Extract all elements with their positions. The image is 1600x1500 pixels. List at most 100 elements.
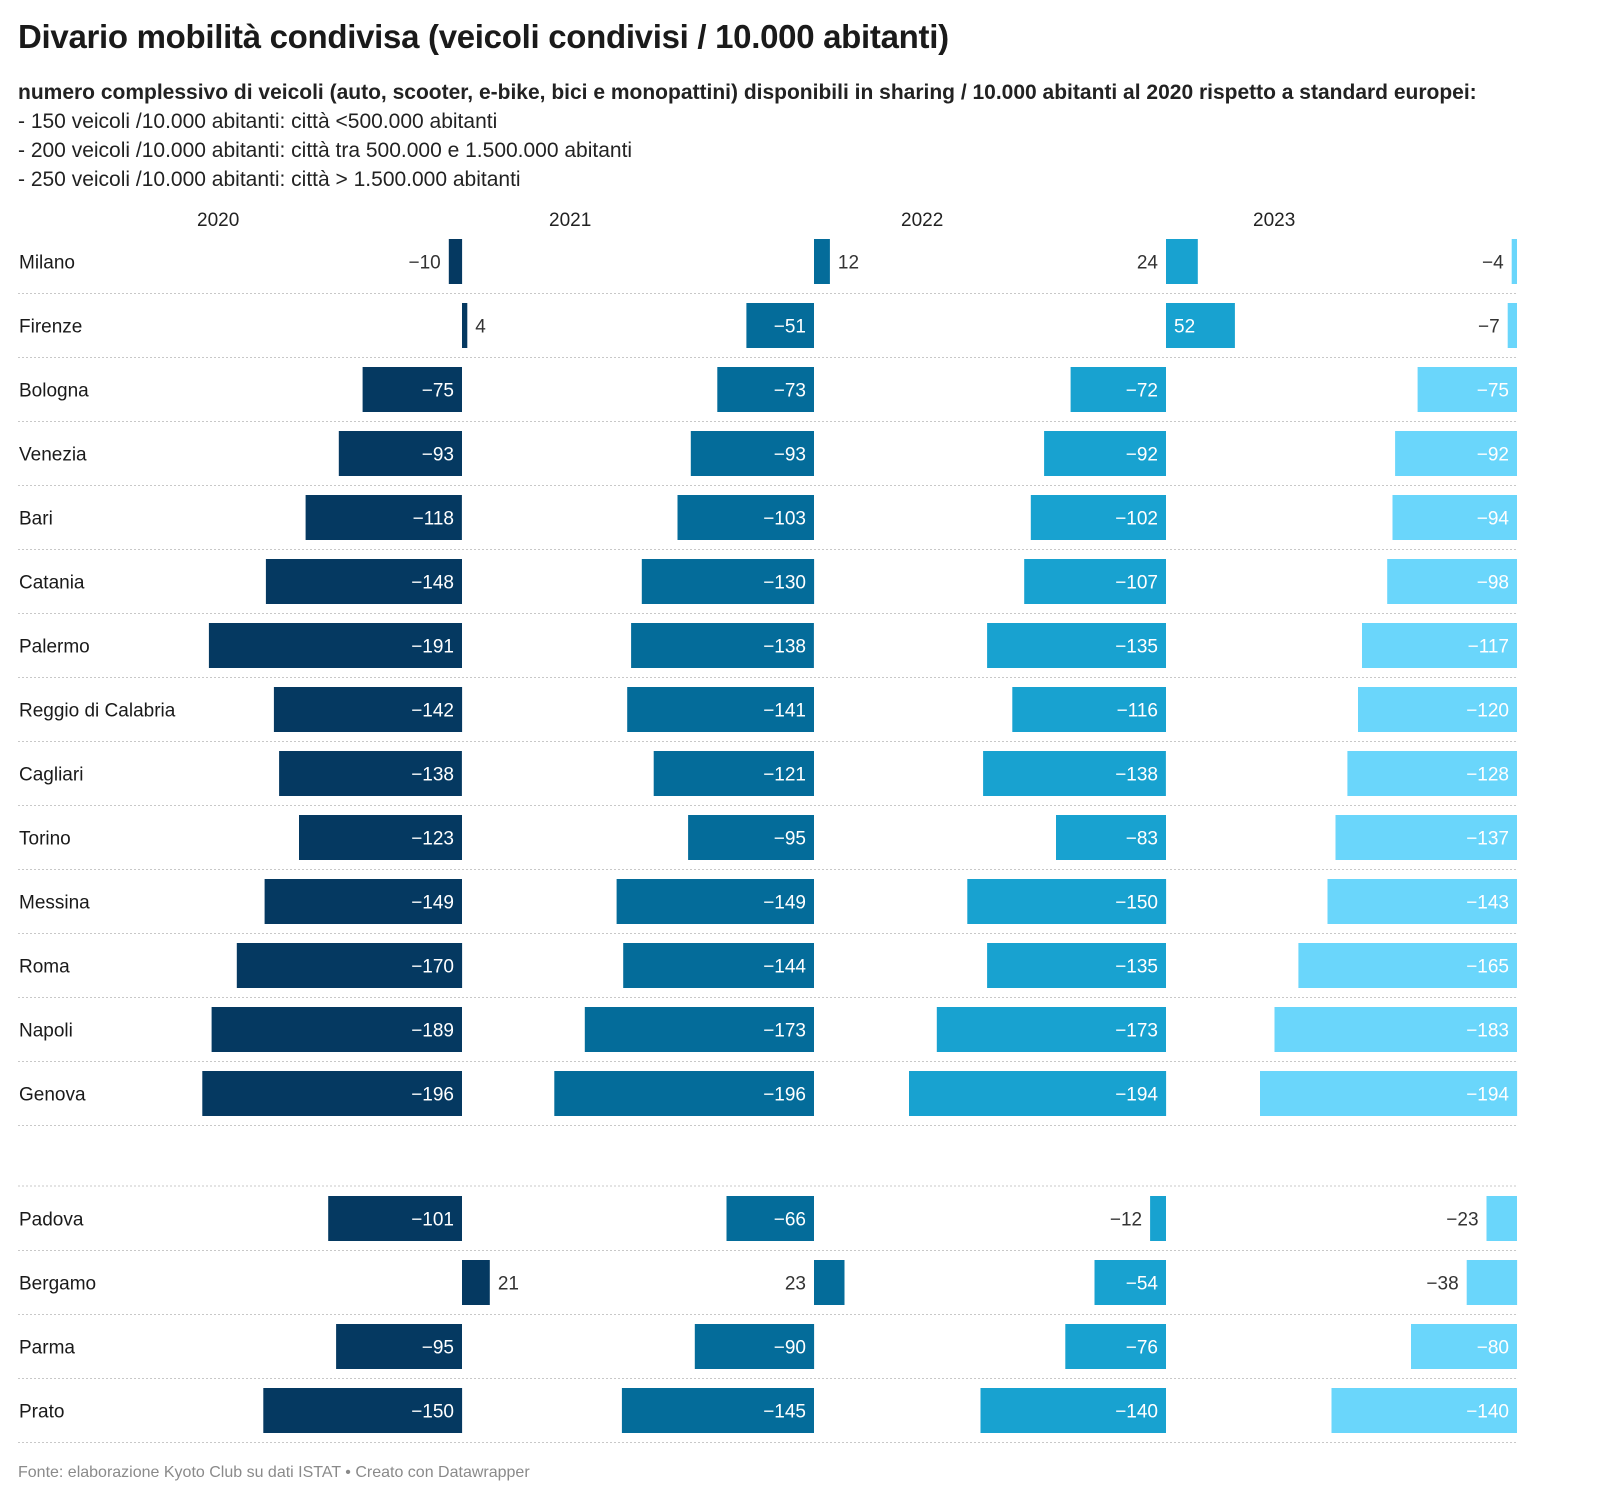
bar-padova-2021 [726,1196,814,1241]
value-label-reggio-di-calabria-2021: −141 [763,701,806,722]
value-label-messina-2021: −149 [763,893,806,914]
value-label-genova-2022: −194 [1115,1085,1158,1106]
value-label-torino-2021: −95 [774,829,806,850]
value-label-parma-2021: −90 [774,1338,806,1359]
value-label-prato-2022: −140 [1115,1402,1158,1423]
subtitle-description: numero complessivo di veicoli (auto, sco… [18,81,1477,104]
bar-milano-2020 [448,239,463,284]
bar-catania-2021 [641,559,815,604]
bar-parma-2020 [336,1324,462,1369]
value-label-padova-2022: −12 [1110,1210,1142,1231]
city-label-milano: Milano [19,253,75,274]
bar-palermo-2021 [631,623,814,668]
bar-genova-2020 [202,1071,463,1116]
bar-reggio-di-calabria-2021 [627,687,814,732]
bar-napoli-2022 [936,1007,1166,1052]
value-label-milano-2021: 12 [838,253,859,274]
bar-parma-2023 [1411,1324,1517,1369]
city-label-roma: Roma [19,957,70,978]
value-label-bergamo-2020: 21 [498,1274,519,1295]
bar-bari-2022 [1030,495,1166,540]
subtitle-standard-small: - 150 veicoli /10.000 abitanti: città <5… [18,110,498,133]
value-label-genova-2021: −196 [763,1085,806,1106]
bar-padova-2023 [1486,1196,1517,1241]
city-label-parma: Parma [19,1338,75,1359]
value-label-bergamo-2022: −54 [1126,1274,1159,1295]
value-label-palermo-2023: −117 [1468,637,1509,658]
bar-napoli-2021 [584,1007,814,1052]
source-footer: Fonte: elaborazione Kyoto Club su dati I… [18,1464,530,1481]
value-label-parma-2020: −95 [422,1338,454,1359]
value-label-parma-2022: −76 [1126,1338,1158,1359]
value-label-bologna-2023: −75 [1477,381,1509,402]
bar-bergamo-2020 [462,1260,490,1305]
bar-roma-2022 [987,943,1166,988]
value-label-bari-2023: −94 [1477,509,1510,530]
value-label-roma-2020: −170 [411,957,454,978]
value-label-roma-2023: −165 [1466,957,1509,978]
bar-reggio-di-calabria-2023 [1358,687,1517,732]
value-label-messina-2022: −150 [1115,893,1158,914]
bar-palermo-2023 [1362,623,1517,668]
value-label-palermo-2021: −138 [763,637,806,658]
bar-torino-2021 [688,815,814,860]
bar-prato-2022 [980,1388,1166,1433]
bar-firenze-2020 [462,303,468,348]
value-label-reggio-di-calabria-2023: −120 [1466,701,1509,722]
bar-genova-2022 [909,1071,1167,1116]
value-label-padova-2021: −66 [774,1210,806,1231]
bar-firenze-2021 [746,303,814,348]
value-label-torino-2023: −137 [1466,829,1509,850]
bar-catania-2020 [265,559,462,604]
value-label-venezia-2022: −92 [1126,445,1158,466]
bar-catania-2023 [1387,559,1517,604]
city-label-catania: Catania [19,573,85,594]
city-label-bari: Bari [19,509,53,530]
bar-palermo-2020 [208,623,462,668]
bar-napoli-2023 [1274,1007,1517,1052]
bar-milano-2021 [814,239,830,284]
bar-napoli-2020 [211,1007,462,1052]
subtitle-standard-large: - 250 veicoli /10.000 abitanti: città > … [18,168,521,191]
subtitle-standard-medium: - 200 veicoli /10.000 abitanti: città tr… [18,139,633,162]
bar-bergamo-2021 [814,1260,845,1305]
value-label-roma-2022: −135 [1115,957,1158,978]
bar-messina-2020 [264,879,462,924]
value-label-padova-2023: −23 [1446,1210,1478,1231]
value-label-venezia-2023: −92 [1477,445,1509,466]
bar-bari-2020 [305,495,462,540]
value-label-genova-2023: −194 [1466,1085,1509,1106]
bar-prato-2023 [1331,1388,1517,1433]
bar-milano-2022 [1166,239,1198,284]
value-label-venezia-2021: −93 [774,445,806,466]
value-label-reggio-di-calabria-2022: −116 [1117,701,1158,722]
city-label-reggio-di-calabria: Reggio di Calabria [19,701,176,722]
value-label-genova-2020: −196 [411,1085,454,1106]
bar-venezia-2023 [1395,431,1517,476]
bar-bergamo-2023 [1466,1260,1518,1305]
value-label-napoli-2021: −173 [763,1021,806,1042]
bar-torino-2020 [299,815,462,860]
value-label-napoli-2023: −183 [1466,1021,1509,1042]
value-label-bari-2021: −103 [763,509,806,530]
bar-bari-2023 [1392,495,1517,540]
bar-milano-2023 [1511,239,1517,284]
bar-messina-2023 [1327,879,1517,924]
value-label-reggio-di-calabria-2020: −142 [411,701,454,722]
bar-reggio-di-calabria-2020 [273,687,463,732]
city-label-padova: Padova [19,1210,84,1231]
column-header-2021: 2021 [549,210,591,231]
value-label-firenze-2023: −7 [1478,317,1500,338]
bar-torino-2023 [1335,815,1517,860]
city-label-prato: Prato [19,1402,64,1423]
value-label-milano-2022: 24 [1137,253,1159,274]
bar-roma-2023 [1298,943,1517,988]
chart-subtitle: numero complessivo di veicoli (auto, sco… [18,78,1578,194]
bar-firenze-2023 [1507,303,1517,348]
value-label-parma-2023: −80 [1477,1338,1509,1359]
value-label-napoli-2020: −189 [411,1021,454,1042]
value-label-bologna-2020: −75 [422,381,454,402]
bar-bologna-2021 [717,367,814,412]
bar-parma-2022 [1065,1324,1166,1369]
